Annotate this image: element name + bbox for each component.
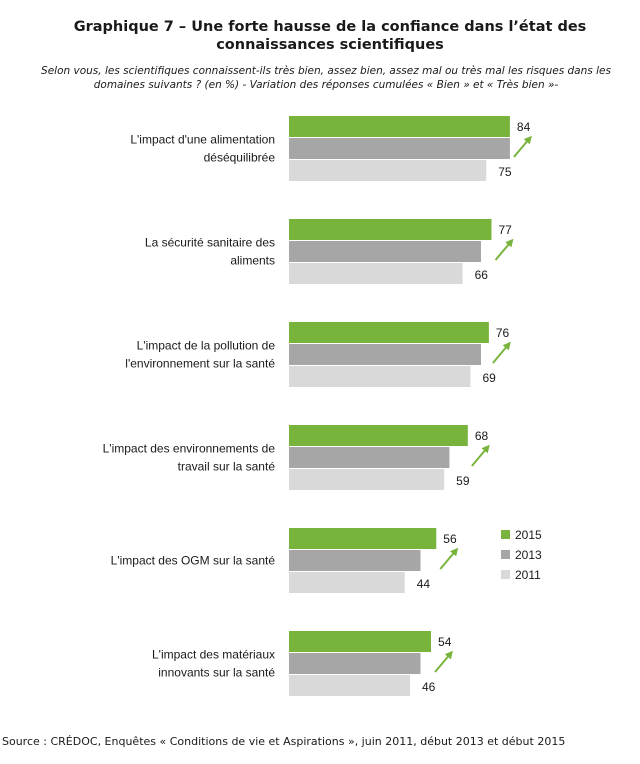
category-label: l'environnement sur la santé [125, 357, 275, 371]
chart-subtitle: Selon vous, les scientifiques connaissen… [6, 64, 640, 92]
category-label: L'impact des matériaux [152, 648, 275, 662]
bar-group: L'impact des OGM sur la santé 56 44 [111, 528, 459, 593]
data-label-2015: 76 [496, 326, 510, 340]
bar-2013 [289, 653, 421, 674]
bar-2011 [289, 263, 463, 284]
data-label-2015: 68 [475, 429, 489, 443]
data-label-2011: 44 [417, 577, 431, 591]
bar-2013 [289, 447, 450, 468]
trend-arrow [494, 238, 514, 261]
trend-arrow [439, 547, 459, 570]
legend-item-2015: 2015 [501, 528, 542, 542]
category-label: L'impact de la pollution de [137, 339, 276, 353]
data-label-2015: 54 [438, 635, 452, 649]
category-label: innovants sur la santé [158, 666, 275, 680]
bar-2013 [289, 344, 481, 365]
category-label: travail sur la santé [178, 460, 276, 474]
bars-layer: L'impact d'une alimentation déséquilibrée… [103, 116, 532, 696]
bar-2011 [289, 675, 410, 696]
data-label-2015: 56 [443, 532, 457, 546]
category-label: L'impact des environnements de [103, 442, 276, 456]
trend-arrow [513, 135, 532, 158]
bar-2015 [289, 116, 510, 137]
legend-swatch [501, 570, 510, 579]
chart-title-line-2: connaissances scientifiques [216, 37, 444, 53]
chart-title-line-1: Graphique 7 – Une forte hausse de la con… [73, 19, 587, 35]
bar-2015 [289, 322, 489, 343]
category-label: L'impact d'une alimentation [130, 133, 275, 147]
source-note: Source : CRÉDOC, Enquêtes « Conditions d… [2, 735, 566, 748]
category-label: déséquilibrée [204, 151, 276, 165]
data-label-2011: 46 [422, 680, 436, 694]
bar-2011 [289, 572, 405, 593]
category-label: aliments [230, 254, 275, 268]
data-label-2015: 77 [499, 223, 513, 237]
bar-2013 [289, 550, 421, 571]
category-label: La sécurité sanitaire des [145, 236, 275, 250]
data-label-2011: 69 [482, 371, 496, 385]
data-label-2011: 75 [498, 165, 512, 179]
data-label-2011: 66 [475, 268, 489, 282]
legend-label: 2013 [515, 548, 542, 562]
bar-group: L'impact d'une alimentation déséquilibrée… [130, 116, 532, 181]
legend-swatch [501, 530, 510, 539]
bar-chart: L'impact d'une alimentation déséquilibrée… [103, 116, 542, 696]
bar-2015 [289, 219, 492, 240]
legend-item-2011: 2011 [501, 568, 541, 582]
bar-2011 [289, 160, 487, 181]
legend-item-2013: 2013 [501, 548, 542, 562]
bar-group: L'impact des matériaux innovants sur la s… [152, 631, 453, 696]
bar-2013 [289, 138, 510, 159]
trend-arrow [471, 444, 490, 467]
trend-arrow [492, 341, 511, 364]
bar-2015 [289, 528, 437, 549]
legend-label: 2011 [515, 568, 541, 582]
bar-2011 [289, 469, 445, 490]
bar-2013 [289, 241, 481, 262]
bar-2015 [289, 631, 432, 652]
legend-swatch [501, 550, 510, 559]
bar-group: La sécurité sanitaire des aliments 77 66 [145, 219, 514, 284]
bar-group: L'impact des environnements de travail su… [103, 425, 490, 490]
category-label: L'impact des OGM sur la santé [111, 554, 276, 568]
chart-subtitle-line-2: domaines suivants ? (en %) - Variation d… [93, 79, 559, 91]
legend: 2015 2013 2011 [501, 528, 542, 582]
legend-label: 2015 [515, 528, 542, 542]
bar-group: L'impact de la pollution de l'environneme… [125, 322, 511, 387]
chart-title: Graphique 7 – Une forte hausse de la con… [0, 18, 640, 54]
trend-arrow [434, 650, 453, 673]
data-label-2011: 59 [456, 474, 470, 488]
data-label-2015: 84 [517, 120, 531, 134]
bar-2011 [289, 366, 471, 387]
bar-2015 [289, 425, 468, 446]
chart-subtitle-line-1: Selon vous, les scientifiques connaissen… [41, 65, 611, 77]
